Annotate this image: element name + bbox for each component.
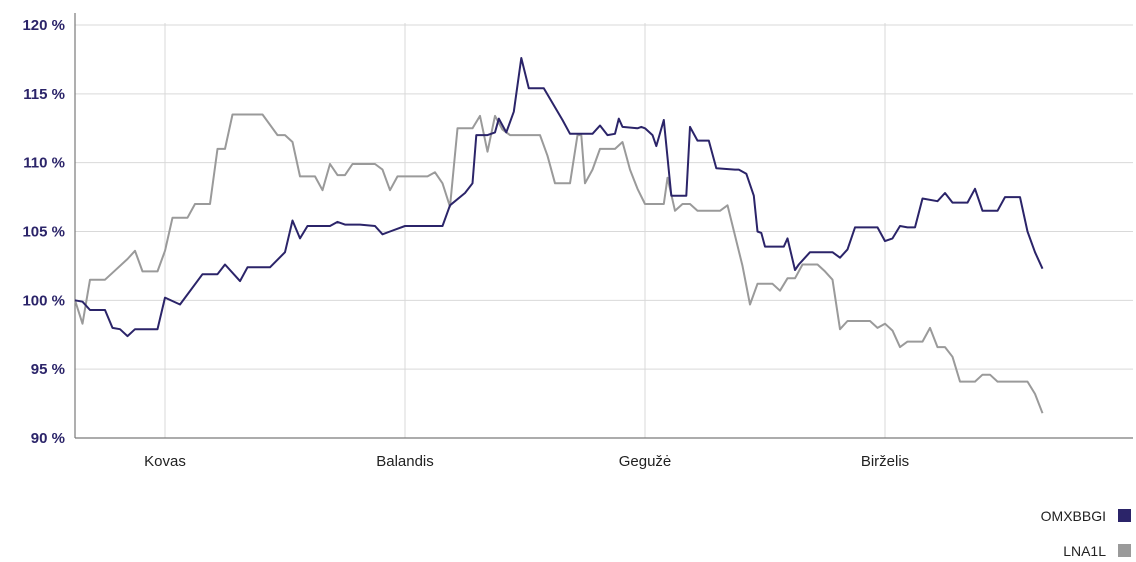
x-tick-label: Gegužė	[619, 453, 672, 470]
series-lines	[74, 57, 1044, 414]
grid	[75, 23, 1133, 438]
y-tick-label: 90 %	[31, 430, 65, 447]
series-line-omxbbgi	[74, 57, 1044, 338]
legend-label-omxbbgi: OMXBBGI	[1041, 508, 1106, 524]
x-tick-label: Kovas	[144, 453, 186, 470]
y-tick-label: 120 %	[22, 17, 65, 34]
legend: OMXBBGI LNA1L	[1041, 508, 1131, 559]
legend-swatch-omxbbgi	[1118, 509, 1131, 522]
y-axis-ticks: 90 % 95 % 100 % 105 % 110 % 115 % 120 %	[22, 17, 65, 447]
x-axis-ticks: Kovas Balandis Gegužė Birželis	[144, 453, 909, 470]
x-tick-label: Balandis	[376, 453, 434, 470]
y-tick-label: 105 %	[22, 224, 65, 241]
y-tick-label: 100 %	[22, 292, 65, 309]
x-tick-label: Birželis	[861, 453, 909, 470]
legend-label-lna1l: LNA1L	[1063, 543, 1106, 559]
y-tick-label: 110 %	[23, 155, 65, 172]
legend-swatch-lna1l	[1118, 544, 1131, 557]
series-line-lna1l	[74, 113, 1044, 414]
y-tick-label: 95 %	[31, 361, 65, 378]
axes	[74, 13, 1133, 439]
y-tick-label: 115 %	[23, 86, 65, 103]
